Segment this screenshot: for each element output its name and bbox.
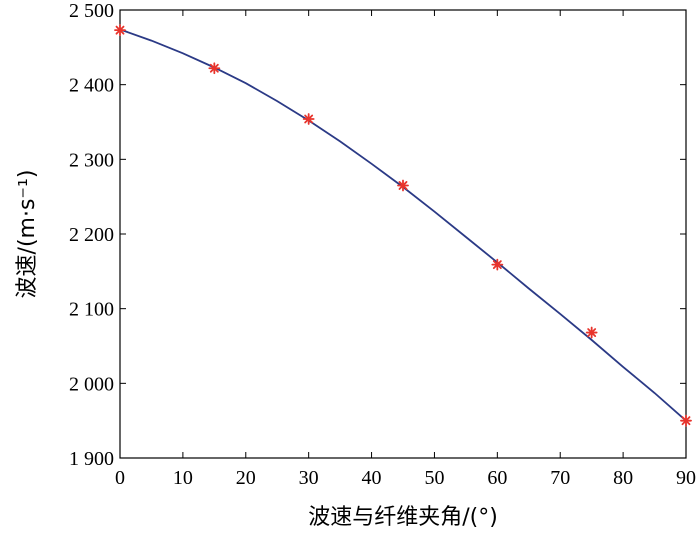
x-tick-label: 90 <box>676 467 696 489</box>
y-tick-label: 1 900 <box>69 448 114 470</box>
data-point <box>585 326 598 339</box>
x-tick-label: 60 <box>487 467 507 489</box>
data-points <box>114 24 692 427</box>
x-axis-label: 波速与纤维夹角/(°) <box>308 505 498 530</box>
y-tick-label: 2 200 <box>69 224 114 246</box>
y-tick-label: 2 000 <box>69 373 114 395</box>
y-tick-label: 2 500 <box>69 0 114 22</box>
x-tick-label: 30 <box>299 467 319 489</box>
x-tick-label: 0 <box>115 467 125 489</box>
data-point <box>208 62 221 75</box>
y-axis: 1 900 2 000 2 100 2 200 2 300 2 400 2 500 <box>69 0 686 470</box>
y-axis-label: 波速/(m·s⁻¹) <box>15 170 40 299</box>
x-tick-label: 80 <box>613 467 633 489</box>
data-point <box>491 258 504 271</box>
x-axis: 0 10 20 30 40 50 60 70 80 90 <box>115 10 696 489</box>
plot-area <box>119 9 687 459</box>
fitted-curve <box>119 28 687 422</box>
data-point <box>680 414 692 427</box>
data-point <box>302 113 315 125</box>
x-tick-label: 50 <box>424 467 444 489</box>
y-tick-label: 2 100 <box>69 299 114 321</box>
x-tick-label: 20 <box>236 467 256 489</box>
x-tick-label: 40 <box>362 467 382 489</box>
x-tick-label: 10 <box>173 467 193 489</box>
x-tick-label: 70 <box>550 467 570 489</box>
data-point <box>114 24 126 37</box>
y-tick-label: 2 300 <box>69 149 114 171</box>
data-point <box>397 179 409 192</box>
y-tick-label: 2 400 <box>69 75 114 97</box>
